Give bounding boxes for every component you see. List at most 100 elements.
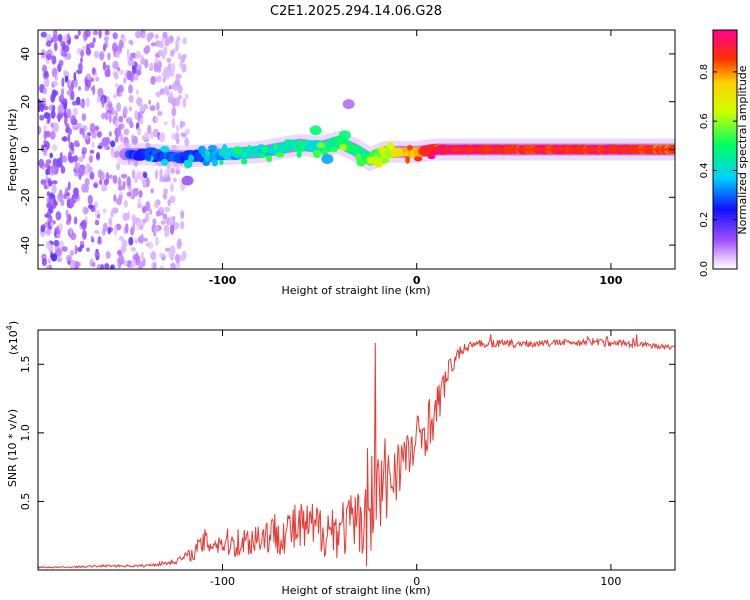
noise-speckle [94, 252, 100, 257]
noise-speckle [82, 229, 87, 240]
track-dot [241, 158, 248, 165]
noise-speckle [112, 207, 119, 214]
track-dot [414, 156, 423, 162]
noise-speckle [66, 254, 72, 262]
noise-speckle [85, 47, 92, 56]
spectrogram-ytick-label: 0 [19, 146, 32, 153]
noise-speckle [77, 30, 81, 36]
noise-speckle [109, 264, 115, 269]
noise-speckle [90, 86, 95, 92]
noise-speckle [81, 147, 88, 155]
noise-speckle [50, 109, 56, 119]
noise-speckle [131, 214, 136, 224]
noise-speckle [171, 266, 177, 269]
noise-speckle [147, 124, 152, 135]
noise-speckle [56, 113, 63, 120]
noise-speckle [57, 104, 64, 115]
track-dot [198, 145, 206, 155]
noise-speckle [140, 57, 146, 65]
snr-ylabel: SNR (10 * v/v) [6, 409, 19, 487]
noise-speckle [107, 103, 113, 109]
noise-speckle [45, 240, 51, 250]
noise-speckle [63, 110, 67, 118]
noise-speckle [73, 216, 78, 225]
noise-speckle [96, 152, 100, 160]
noise-speckle [102, 61, 106, 71]
noise-speckle [39, 114, 45, 121]
noise-speckle [181, 63, 187, 73]
noise-speckle [154, 169, 159, 180]
noise-speckle [180, 210, 185, 219]
track-blob [321, 154, 334, 165]
colorbar-tick-label: 0.4 [699, 162, 710, 178]
noise-speckle [56, 162, 63, 168]
noise-speckle [94, 229, 100, 235]
noise-speckle [96, 131, 102, 138]
noise-speckle [51, 67, 58, 78]
noise-speckle [68, 128, 73, 135]
track-dot [346, 144, 354, 152]
track-dot [316, 142, 327, 149]
noise-speckle [154, 225, 160, 233]
noise-speckle [98, 142, 104, 147]
noise-speckle [82, 134, 90, 141]
noise-speckle [142, 32, 146, 39]
noise-speckle [182, 37, 187, 45]
spectrogram-ylabel: Frequency (Hz) [6, 109, 19, 192]
noise-speckle [155, 236, 159, 247]
noise-speckle [91, 67, 96, 75]
colorbar-tick-label: 0.6 [699, 113, 710, 129]
noise-speckle [49, 131, 56, 140]
spectrogram-marks [38, 30, 675, 269]
noise-speckle [67, 133, 71, 143]
snr-xtick-label: 100 [600, 575, 621, 588]
noise-speckle [152, 128, 159, 138]
noise-speckle [129, 40, 134, 46]
spectrogram-ytick-label: 20 [19, 95, 32, 109]
noise-speckle [159, 168, 163, 179]
noise-speckle [50, 164, 56, 175]
spectrogram-xlabel: Height of straight line (km) [281, 284, 430, 297]
noise-speckle [65, 187, 69, 193]
noise-speckle [162, 31, 168, 39]
noise-speckle [142, 179, 147, 189]
noise-speckle [46, 202, 52, 209]
track-dot [407, 145, 413, 151]
noise-speckle [175, 124, 180, 132]
noise-speckle [67, 79, 71, 89]
noise-speckle [44, 78, 50, 88]
noise-speckle [106, 67, 111, 78]
noise-speckle [136, 171, 142, 180]
noise-speckle [103, 178, 110, 186]
track-dot [386, 142, 395, 151]
track-dot [275, 152, 285, 158]
snr-frame [37, 329, 676, 571]
noise-speckle [154, 200, 159, 209]
noise-speckle [172, 215, 176, 221]
noise-speckle [137, 127, 142, 136]
noise-speckle [97, 213, 101, 219]
noise-speckle [65, 219, 71, 226]
noise-speckle [95, 249, 99, 254]
noise-speckle [59, 222, 63, 233]
noise-speckle [38, 106, 41, 112]
noise-speckle [88, 166, 93, 174]
noise-speckle [107, 226, 112, 235]
noise-speckle [149, 62, 154, 71]
snr-xtick-label: 0 [413, 575, 420, 588]
noise-speckle [88, 155, 93, 163]
noise-speckle [79, 166, 86, 177]
noise-speckle [131, 134, 135, 140]
noise-speckle [89, 171, 95, 180]
noise-speckle [135, 30, 142, 39]
noise-speckle [150, 251, 157, 261]
noise-speckle [45, 53, 53, 61]
noise-speckle [61, 51, 68, 58]
snr-xlabel: Height of straight line (km) [281, 584, 430, 597]
noise-speckle [178, 52, 181, 60]
noise-speckle [45, 40, 52, 47]
noise-speckle [50, 122, 54, 128]
spectrogram-panel: -100 0 100 -40 -20 0 20 40 Height of straight l… [6, 29, 676, 297]
noise-speckle [79, 240, 85, 246]
noise-speckle [56, 232, 61, 239]
